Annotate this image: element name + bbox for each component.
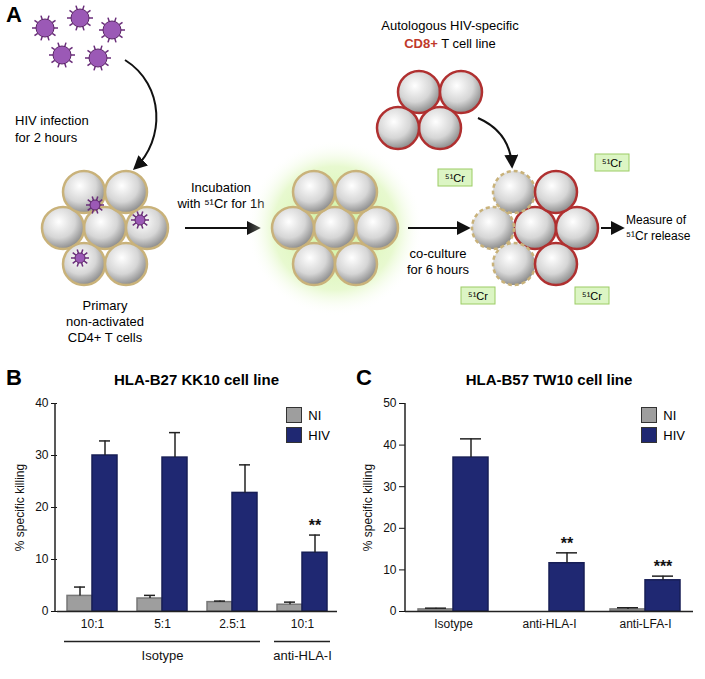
svg-text:**: ** bbox=[561, 535, 574, 552]
svg-text:30: 30 bbox=[383, 480, 397, 494]
svg-text:0: 0 bbox=[42, 604, 49, 618]
svg-text:A: A bbox=[6, 2, 22, 27]
svg-text:anti-HLA-I: anti-HLA-I bbox=[273, 648, 332, 663]
svg-text:20: 20 bbox=[35, 500, 49, 514]
html-text:HLA-B27 KK10 cell line: HLA-B27 KK10 cell line bbox=[114, 371, 279, 388]
svg-text:10:1: 10:1 bbox=[81, 617, 105, 631]
html-text:with ⁵¹Cr for 1h: with ⁵¹Cr for 1h bbox=[177, 196, 265, 211]
svg-text:50: 50 bbox=[383, 396, 397, 410]
svg-text:co-culturefor 6 hours: co-culturefor 6 hours bbox=[407, 246, 470, 277]
svg-text:2.5:1: 2.5:1 bbox=[219, 617, 246, 631]
svg-text:⁵¹Cr: ⁵¹Cr bbox=[582, 290, 602, 302]
svg-text:Isotype: Isotype bbox=[142, 648, 184, 663]
html-text:NI: NI bbox=[308, 407, 322, 423]
svg-text:10:1: 10:1 bbox=[291, 617, 315, 631]
svg-text:***: *** bbox=[654, 558, 673, 575]
svg-text:Measure of⁵¹Cr release: Measure of⁵¹Cr release bbox=[626, 213, 691, 243]
svg-text:20: 20 bbox=[383, 521, 397, 535]
svg-text:0: 0 bbox=[390, 604, 397, 618]
html-text:HIV: HIV bbox=[663, 427, 685, 443]
html-text:C: C bbox=[356, 365, 372, 390]
svg-text:⁵¹Cr: ⁵¹Cr bbox=[445, 172, 465, 184]
html-text:HLA-B57 TW10 cell line: HLA-B57 TW10 cell line bbox=[465, 371, 633, 388]
svg-text:5:1: 5:1 bbox=[154, 617, 171, 631]
svg-text:40: 40 bbox=[35, 396, 49, 410]
svg-text:40: 40 bbox=[383, 438, 397, 452]
svg-text:Primarynon-activatedCD4+ T cel: Primarynon-activatedCD4+ T cells bbox=[66, 298, 144, 345]
svg-text:Isotype: Isotype bbox=[434, 617, 473, 631]
html-text:B: B bbox=[6, 365, 22, 390]
svg-text:10: 10 bbox=[383, 563, 397, 577]
svg-text:anti-LFA-I: anti-LFA-I bbox=[619, 617, 671, 631]
svg-text:⁵¹Cr: ⁵¹Cr bbox=[468, 290, 488, 302]
svg-text:⁵¹Cr: ⁵¹Cr bbox=[602, 157, 622, 169]
svg-text:HIV infectionfor 2 hours: HIV infectionfor 2 hours bbox=[15, 113, 89, 145]
svg-text:10: 10 bbox=[35, 552, 49, 566]
svg-text:% specific killing: % specific killing bbox=[13, 464, 27, 551]
svg-text:30: 30 bbox=[35, 448, 49, 462]
svg-text:Autologous HIV-specificCD8+ T: Autologous HIV-specificCD8+ T cell line bbox=[381, 18, 519, 51]
svg-text:anti-HLA-I: anti-HLA-I bbox=[522, 617, 576, 631]
html-text:Incubation: Incubation bbox=[191, 180, 251, 195]
html-text:HIV: HIV bbox=[308, 427, 330, 443]
svg-text:**: ** bbox=[309, 517, 322, 534]
svg-text:% specific killing: % specific killing bbox=[361, 464, 375, 551]
html-text:NI: NI bbox=[663, 407, 677, 423]
